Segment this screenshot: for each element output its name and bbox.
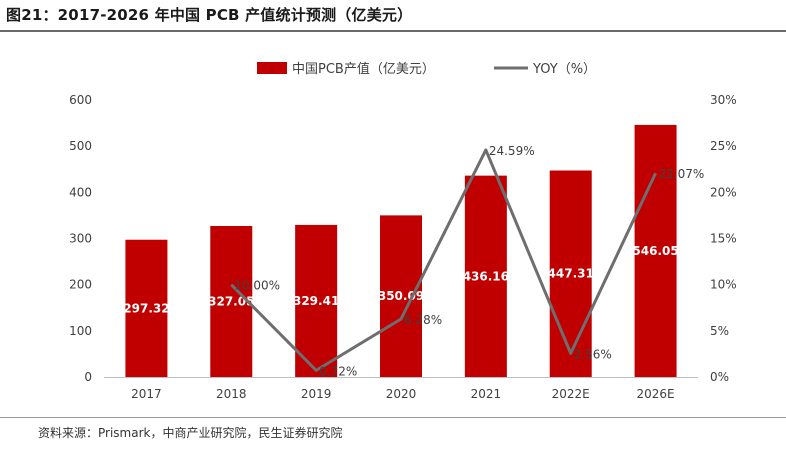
yoy-value-label: 10.00%: [234, 279, 280, 293]
y-right-tick: 20%: [710, 185, 737, 199]
bar: [549, 170, 592, 377]
y-right-tick: 15%: [710, 232, 737, 246]
bar-value-label: 329.41: [293, 294, 339, 308]
y-left-tick: 400: [69, 185, 92, 199]
bar: [464, 175, 507, 377]
x-tick: 2026E: [637, 387, 675, 401]
bar-value-label: 447.31: [548, 267, 594, 281]
bar: [210, 226, 253, 377]
bar: [634, 124, 677, 377]
y-right-tick: 5%: [710, 324, 729, 338]
yoy-value-label: 22.07%: [659, 167, 705, 181]
y-left-tick: 500: [69, 139, 92, 153]
source-divider: [0, 417, 786, 418]
yoy-value-label: 2.56%: [574, 347, 612, 361]
bar: [125, 239, 168, 377]
x-tick: 2018: [216, 387, 247, 401]
y-left-tick: 600: [69, 93, 92, 107]
y-right-tick: 0%: [710, 370, 729, 384]
bar-value-label: 350.09: [378, 289, 424, 303]
combo-chart: 中国PCB产值（亿美元） YOY（%） 0 100 200 300 400 500 600 0% 5…: [69, 61, 737, 401]
bar: [380, 215, 422, 377]
y-left-tick: 100: [69, 324, 92, 338]
legend-swatch-bar: [257, 62, 287, 74]
yoy-value-label: 6.28%: [404, 313, 442, 327]
y-right-tick: 25%: [710, 139, 737, 153]
legend-label-bar: 中国PCB产值（亿美元）: [292, 61, 435, 77]
yoy-value-label: 0.72%: [319, 364, 357, 378]
y-left-tick: 0: [84, 370, 92, 384]
yoy-line: [230, 148, 657, 372]
bar-value-label: 546.05: [632, 244, 678, 258]
title-divider: [0, 30, 786, 32]
y-right-tick: 30%: [710, 93, 737, 107]
y-right-tick: 10%: [710, 278, 737, 292]
x-tick: 2020: [386, 387, 417, 401]
bar-value-label: 297.32: [123, 301, 169, 315]
x-tick: 2019: [301, 387, 332, 401]
y-left-tick: 300: [69, 232, 92, 246]
yoy-value-label: 24.59%: [489, 144, 535, 158]
bar: [295, 224, 338, 377]
y-left-tick: 200: [69, 278, 92, 292]
bar-value-label: 436.16: [463, 269, 509, 283]
x-tick: 2021: [471, 387, 502, 401]
figure-title: 图21：2017-2026 年中国 PCB 产值统计预测（亿美元）: [6, 6, 413, 24]
source-note: 资料来源：Prismark，中商产业研究院，民生证券研究院: [38, 426, 343, 440]
legend-label-line: YOY（%）: [532, 62, 596, 77]
x-tick: 2017: [131, 387, 162, 401]
x-tick: 2022E: [552, 387, 590, 401]
